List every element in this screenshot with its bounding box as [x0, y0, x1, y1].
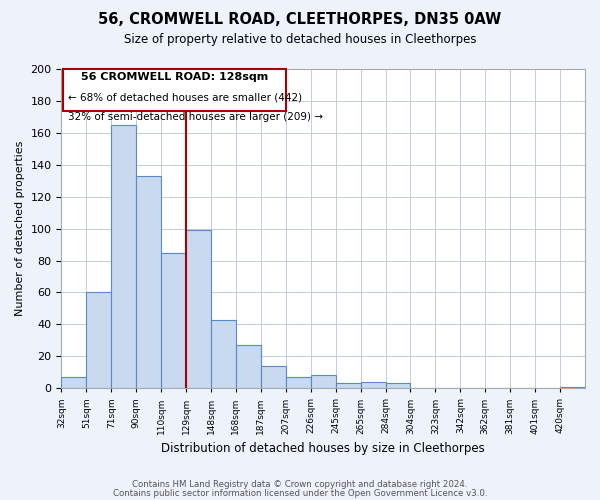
Bar: [161, 252, 186, 388]
Bar: [236, 345, 261, 389]
Bar: [61, 377, 86, 388]
X-axis label: Distribution of detached houses by size in Cleethorpes: Distribution of detached houses by size …: [161, 442, 485, 455]
Text: Contains public sector information licensed under the Open Government Licence v3: Contains public sector information licen…: [113, 489, 487, 498]
Text: 56, CROMWELL ROAD, CLEETHORPES, DN35 0AW: 56, CROMWELL ROAD, CLEETHORPES, DN35 0AW: [98, 12, 502, 28]
Text: ← 68% of detached houses are smaller (442): ← 68% of detached houses are smaller (44…: [68, 93, 302, 103]
Bar: [560, 386, 585, 388]
Bar: [111, 125, 136, 388]
Y-axis label: Number of detached properties: Number of detached properties: [15, 141, 25, 316]
Bar: [311, 376, 335, 388]
Bar: [335, 384, 361, 388]
Bar: [261, 366, 286, 388]
Bar: [136, 176, 161, 388]
FancyBboxPatch shape: [62, 69, 286, 110]
Bar: [186, 230, 211, 388]
Bar: [86, 292, 111, 388]
Bar: [386, 384, 410, 388]
Text: 32% of semi-detached houses are larger (209) →: 32% of semi-detached houses are larger (…: [68, 112, 323, 122]
Bar: [211, 320, 236, 388]
Bar: [361, 382, 386, 388]
Text: Contains HM Land Registry data © Crown copyright and database right 2024.: Contains HM Land Registry data © Crown c…: [132, 480, 468, 489]
Text: 56 CROMWELL ROAD: 128sqm: 56 CROMWELL ROAD: 128sqm: [80, 72, 268, 82]
Bar: [286, 377, 311, 388]
Text: Size of property relative to detached houses in Cleethorpes: Size of property relative to detached ho…: [124, 32, 476, 46]
